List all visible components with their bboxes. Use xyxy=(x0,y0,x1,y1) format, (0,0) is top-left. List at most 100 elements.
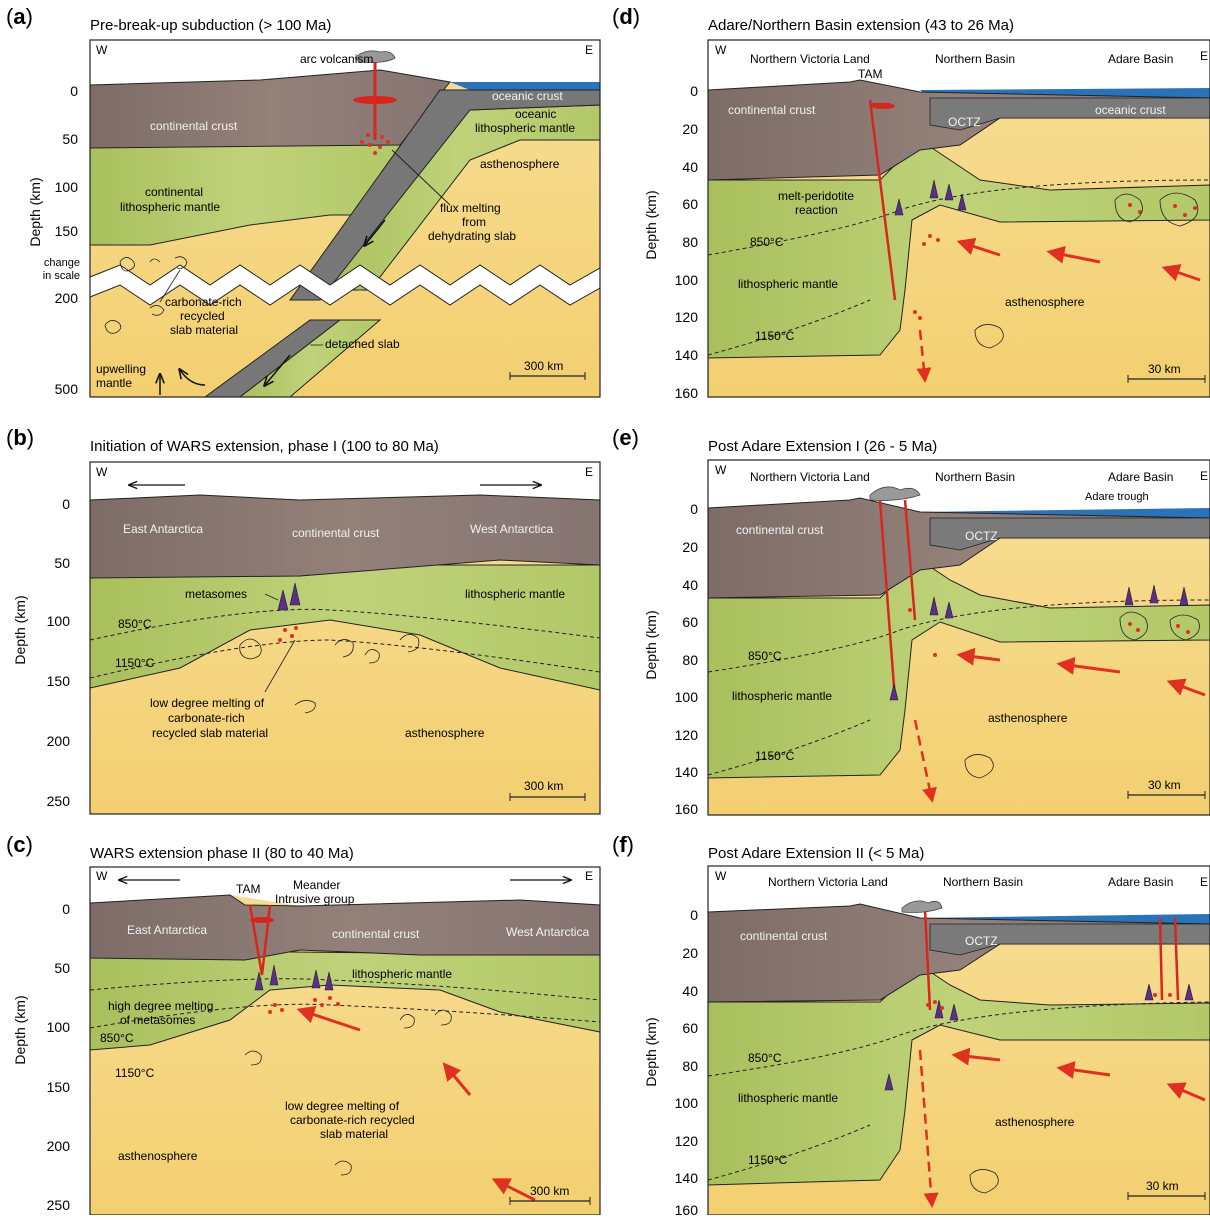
ylabel-b: Depth (km) xyxy=(12,595,28,664)
label-octz-f: OCTZ xyxy=(965,934,998,948)
panel-letter-e: (e) xyxy=(612,425,639,450)
label-asthenosphere-a: asthenosphere xyxy=(480,157,560,171)
label-850-d: 850°C xyxy=(750,235,784,249)
label-w-f: W xyxy=(715,869,727,883)
ylabel-c: Depth (km) xyxy=(12,995,28,1064)
label-e-e: E xyxy=(1200,469,1208,483)
tick-e-5: 100 xyxy=(675,689,699,705)
tick-f-3: 60 xyxy=(682,1020,698,1036)
label-low-2-c: carbonate-rich recycled xyxy=(290,1113,415,1127)
tick-f-2: 40 xyxy=(682,983,698,999)
label-w-e: W xyxy=(715,463,727,477)
label-flux-1: flux melting xyxy=(440,201,501,215)
tick-b-0: 0 xyxy=(62,496,70,512)
label-1150-b: 1150°C xyxy=(115,656,155,670)
label-e-d: E xyxy=(1200,49,1208,63)
label-850-b: 850°C xyxy=(118,617,152,631)
label-meander-2: Intrusive group xyxy=(275,892,355,906)
panel-title-a: Pre-break-up subduction (> 100 Ma) xyxy=(90,17,331,34)
tick-f-7: 140 xyxy=(675,1170,699,1186)
label-low-3-c: slab material xyxy=(320,1127,388,1141)
scale-bar-f: 30 km xyxy=(1146,1179,1179,1193)
label-w-c: W xyxy=(96,869,108,883)
tick-f-0: 0 xyxy=(690,907,698,923)
ylabel-a: Depth (km) xyxy=(27,177,43,246)
frame-b xyxy=(89,461,601,815)
label-octz-d: OCTZ xyxy=(948,115,981,129)
tick-f-1: 20 xyxy=(682,945,698,961)
panel-c: (c) WARS extension phase II (80 to 40 Ma… xyxy=(6,832,601,1216)
tick-a-5: 500 xyxy=(55,381,79,397)
label-tam-d: TAM xyxy=(858,67,882,81)
panel-letter-c: (c) xyxy=(6,832,33,857)
tick-f-8: 160 xyxy=(675,1202,699,1215)
frame-d xyxy=(707,39,1210,398)
label-continental-crust-b: continental crust xyxy=(292,526,380,540)
tick-c-4: 200 xyxy=(47,1138,71,1154)
label-nb-e: Northern Basin xyxy=(935,470,1015,484)
tick-f-6: 120 xyxy=(675,1133,699,1149)
frame-e xyxy=(707,459,1210,816)
label-arc-volcanism: arc volcanism xyxy=(300,52,373,66)
label-east-antarctica-b: East Antarctica xyxy=(123,522,203,536)
label-west-antarctica-c: West Antarctica xyxy=(506,925,589,939)
tick-d-0: 0 xyxy=(690,83,698,99)
panel-letter-d: (d) xyxy=(612,4,640,29)
tick-b-1: 50 xyxy=(54,555,70,571)
ylabel-d: Depth (km) xyxy=(643,190,659,259)
tick-c-2: 100 xyxy=(47,1019,71,1035)
tick-d-5: 100 xyxy=(675,272,699,288)
label-melt-2-d: reaction xyxy=(795,203,838,217)
label-850-c: 850°C xyxy=(100,1031,134,1045)
eruption-plume-a xyxy=(354,50,396,63)
ylabel-f: Depth (km) xyxy=(643,1017,659,1086)
label-carb-3: slab material xyxy=(170,323,238,337)
label-asthenosphere-d: asthenosphere xyxy=(1005,295,1085,309)
tick-d-1: 20 xyxy=(682,121,698,137)
label-asthenosphere-c: asthenosphere xyxy=(118,1149,198,1163)
tick-f-5: 100 xyxy=(675,1095,699,1111)
panel-b: (b) Initiation of WARS extension, phase … xyxy=(6,425,601,815)
label-continental-crust-e: continental crust xyxy=(736,523,824,537)
label-1150-e: 1150°C xyxy=(755,749,795,763)
label-lm-b: lithospheric mantle xyxy=(465,587,565,601)
scale-bar-b: 300 km xyxy=(524,779,563,793)
label-1150-f: 1150°C xyxy=(748,1153,788,1167)
label-low-3-b: recycled slab material xyxy=(152,726,268,740)
panel-title-e: Post Adare Extension I (26 - 5 Ma) xyxy=(708,438,937,455)
tick-d-2: 40 xyxy=(682,159,698,175)
label-asthenosphere-b: asthenosphere xyxy=(405,726,485,740)
tick-e-1: 20 xyxy=(682,539,698,555)
label-ab-e: Adare Basin xyxy=(1108,470,1173,484)
label-oceanic-crust-d: oceanic crust xyxy=(1095,103,1166,117)
scale-bar-e: 30 km xyxy=(1148,778,1181,792)
tick-b-2: 100 xyxy=(47,613,71,629)
tick-d-8: 160 xyxy=(675,385,699,401)
scale-bar-d: 30 km xyxy=(1148,362,1181,376)
scale-bar-a: 300 km xyxy=(524,359,563,373)
tick-a-4: 200 xyxy=(55,290,79,306)
panel-a-plot: arc volcanism W E oceanic crust oceanic … xyxy=(89,39,601,398)
label-high-1-c: high degree melting xyxy=(108,999,213,1013)
ylabel-e: Depth (km) xyxy=(643,610,659,679)
label-tam-c: TAM xyxy=(236,882,260,896)
lithospheric-mantle-e xyxy=(707,559,1210,779)
label-1150-c: 1150°C xyxy=(115,1066,155,1080)
scale-change-1: change xyxy=(44,257,80,269)
tick-c-0: 0 xyxy=(62,901,70,917)
panel-letter-f: (f) xyxy=(612,832,634,857)
tick-d-3: 60 xyxy=(682,196,698,212)
label-ab-d: Adare Basin xyxy=(1108,52,1173,66)
label-e-b: E xyxy=(585,465,593,479)
label-detached-slab: detached slab xyxy=(325,337,400,351)
tick-b-5: 250 xyxy=(47,793,71,809)
label-flux-2: from xyxy=(462,215,486,229)
tick-e-7: 140 xyxy=(675,764,699,780)
label-low-2-b: carbonate-rich xyxy=(168,711,245,725)
panel-d: (d) Adare/Northern Basin extension (43 t… xyxy=(612,4,1210,401)
label-w-a: W xyxy=(96,43,108,57)
label-nvl-e: Northern Victoria Land xyxy=(750,470,870,484)
tick-c-5: 250 xyxy=(47,1197,71,1213)
panel-e: (e) Post Adare Extension I (26 - 5 Ma) W… xyxy=(612,425,1210,817)
label-w-d: W xyxy=(715,43,727,57)
